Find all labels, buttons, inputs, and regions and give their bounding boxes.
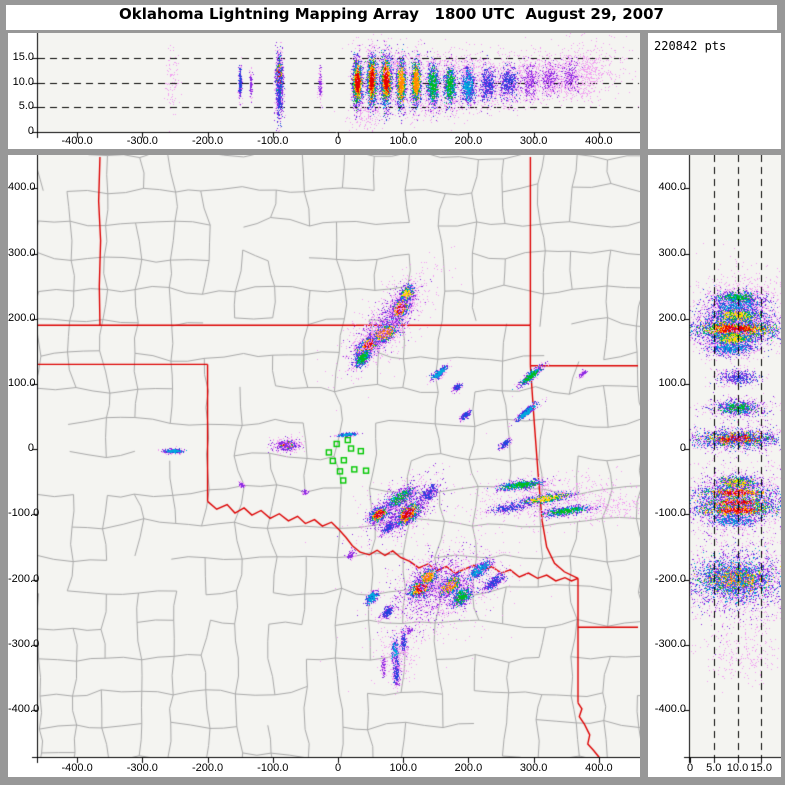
tick-label: -300.0 [126, 762, 158, 774]
tick-label: -300.0 [126, 135, 158, 147]
tick-label: 300.0 [8, 246, 36, 259]
tick-label: 0 [27, 125, 34, 137]
tick-label: 10.0 [726, 762, 749, 774]
tick-label: -300.0 [654, 637, 686, 650]
altitude-ew-panel: 0 5.0 10.0 15.0 -400.0 -300.0 -200.0 -100.0 0 100… [8, 33, 640, 149]
tick-label: -200.0 [191, 135, 224, 147]
tick-label: -100.0 [257, 135, 289, 147]
tick-label: 200.0 [454, 762, 483, 774]
tick-label: 100.0 [389, 762, 417, 774]
tick-label: -400.0 [61, 135, 93, 147]
tick-label: 200.0 [8, 311, 36, 324]
altitude-ns-plot[interactable] [648, 155, 781, 777]
window-title: Oklahoma Lightning Mapping Array 1800 UT… [6, 5, 777, 30]
tick-label: -100.0 [654, 507, 686, 520]
tick-label: -200.0 [8, 572, 40, 585]
tick-label: 400.0 [585, 762, 613, 774]
tick-label: -400.0 [654, 703, 686, 716]
tick-label: 0 [334, 762, 342, 774]
tick-label: -400.0 [61, 762, 93, 774]
tick-label: 100.0 [389, 135, 417, 147]
tick-label: 0 [679, 442, 686, 455]
tick-label: 15.0 [12, 51, 34, 64]
tick-label: 300.0 [658, 246, 686, 259]
plan-view-map-panel: 400.0 300.0 200.0 100.0 0 -100.0 -200.0 -300.0 -… [8, 155, 640, 777]
altitude-ew-plot[interactable] [8, 33, 640, 149]
tick-label: -400.0 [8, 703, 40, 716]
tick-label: 100.0 [658, 376, 686, 389]
tick-label: 200.0 [454, 135, 483, 147]
tick-label: 200.0 [658, 311, 686, 324]
plan-view-map-plot[interactable] [8, 155, 640, 777]
tick-label: 400.0 [658, 181, 686, 194]
tick-label: 15.0 [750, 762, 772, 774]
tick-label: 300.0 [519, 135, 548, 147]
points-count-panel: 220842 pts [648, 33, 781, 149]
altitude-ns-panel: 400.0 300.0 200.0 100.0 0 -100.0 -200.0 -300.0 -… [648, 155, 781, 777]
tick-label: 0 [686, 762, 694, 774]
tick-label: -100.0 [257, 762, 289, 774]
tick-label: -200.0 [654, 572, 686, 585]
tick-label: 100.0 [8, 376, 36, 389]
tick-label: -100.0 [8, 507, 40, 520]
tick-label: 300.0 [519, 762, 548, 774]
tick-label: -300.0 [8, 637, 40, 650]
tick-label: 5.0 [706, 762, 722, 774]
tick-label: 400.0 [585, 135, 613, 147]
tick-label: 400.0 [8, 181, 36, 194]
tick-label: 0 [334, 135, 342, 147]
tick-label: -200.0 [191, 762, 224, 774]
tick-label: 10.0 [12, 75, 34, 88]
tick-label: 5.0 [18, 100, 34, 113]
points-count: 220842 pts [654, 39, 727, 53]
tick-label: 0 [27, 442, 34, 455]
